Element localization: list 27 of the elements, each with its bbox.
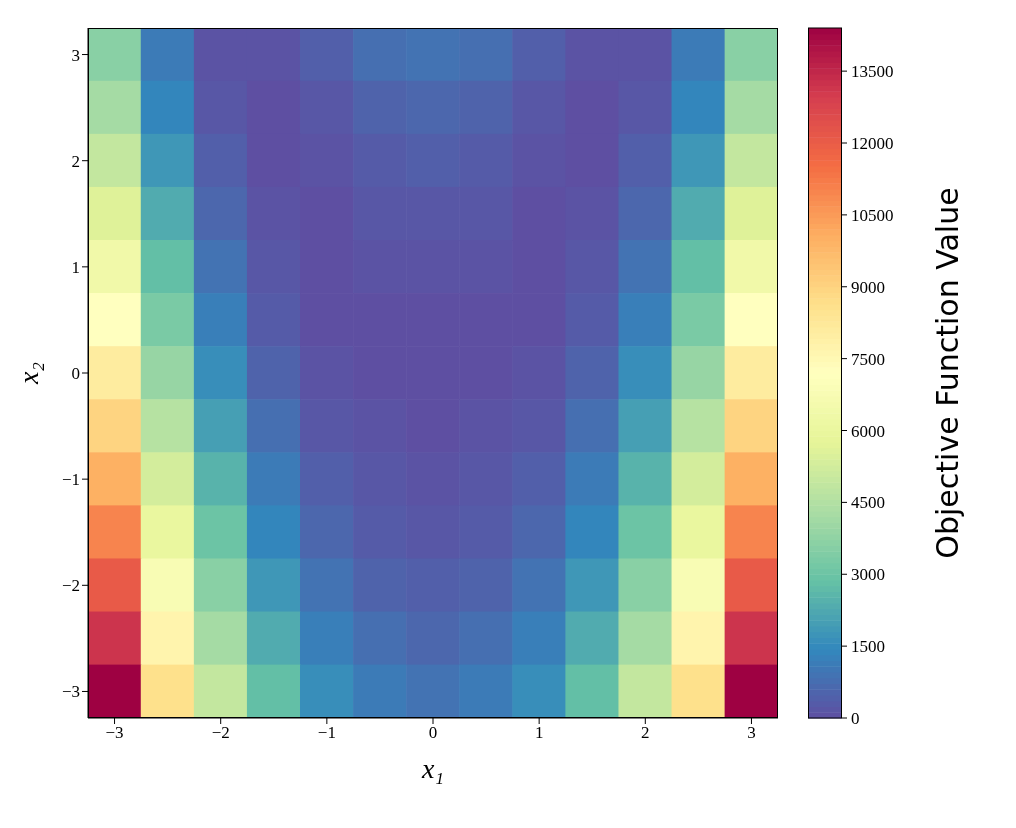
x-tick-label: 3 [747, 723, 756, 743]
y-axis-title: x₂ [13, 361, 44, 386]
color-bar-label: 0 [851, 709, 860, 728]
color-bar-label: 4500 [851, 493, 885, 513]
color-bar-label: 7500 [851, 349, 885, 369]
color-bar-label: 1500 [851, 637, 885, 657]
y-tick-label: −1 [61, 470, 80, 490]
x-tick-label: −3 [105, 723, 124, 743]
y-tick-label: 1 [71, 257, 80, 277]
x-axis-title: x₁ [420, 753, 445, 784]
color-bar-label: 3000 [851, 565, 885, 585]
y-tick-label: −2 [61, 576, 80, 596]
y-tick-label: 0 [71, 364, 80, 384]
y-tick-label: −3 [61, 682, 80, 702]
color-bar-label: 13500 [851, 62, 894, 82]
y-tick-label: 2 [71, 151, 80, 171]
color-bar-label: 12000 [851, 134, 894, 153]
x-tick-label: −1 [317, 723, 336, 743]
x-tick-label: −2 [211, 723, 230, 743]
color-bar-label: 6000 [851, 421, 885, 441]
color-bar-title: Objective Function Value [930, 187, 965, 559]
x-tick-label: 2 [641, 723, 650, 743]
y-tick-label: 3 [71, 45, 80, 65]
color-bar-label: 10500 [851, 205, 894, 225]
x-tick-label: 0 [428, 723, 438, 743]
x-tick-label: 1 [534, 723, 544, 743]
color-bar-label: 9000 [851, 277, 885, 297]
